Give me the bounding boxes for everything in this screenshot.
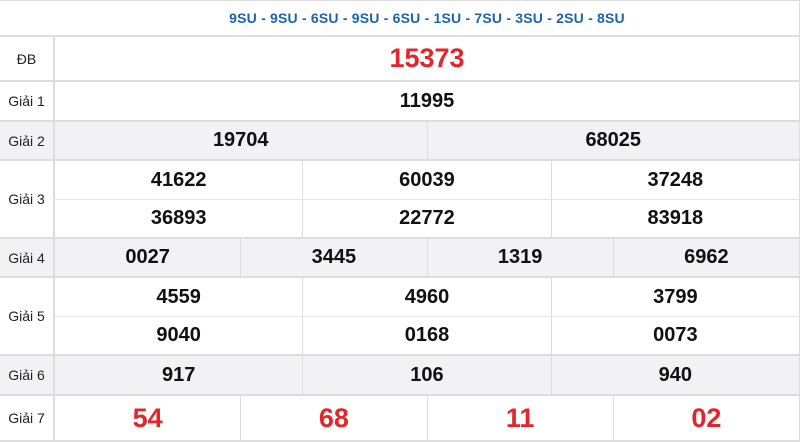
label-g7: Giải 7 — [0, 396, 55, 442]
prize-g5: 4960 — [303, 278, 551, 317]
prize-g5: 0168 — [303, 317, 551, 356]
prize-g4: 6962 — [614, 239, 800, 278]
province-codes: 9SU - 9SU - 6SU - 9SU - 6SU - 1SU - 7SU … — [55, 1, 800, 37]
prize-g2: 19704 — [55, 122, 428, 161]
corner-cell — [0, 1, 55, 37]
label-g6: Giải 6 — [0, 356, 55, 396]
prize-g4: 1319 — [428, 239, 614, 278]
prize-g5: 9040 — [55, 317, 303, 356]
label-g4: Giải 4 — [0, 239, 55, 278]
prize-g7: 54 — [55, 396, 241, 442]
prize-g6: 940 — [552, 356, 800, 396]
prize-g4: 3445 — [241, 239, 427, 278]
label-g5: Giải 5 — [0, 278, 55, 356]
special-prize: 15373 — [55, 37, 800, 82]
prize-g5: 4559 — [55, 278, 303, 317]
prize-g5: 0073 — [552, 317, 800, 356]
prize-g6: 917 — [55, 356, 303, 396]
label-g2: Giải 2 — [0, 122, 55, 161]
prize-g3: 60039 — [303, 161, 551, 200]
prize-g3: 83918 — [552, 200, 800, 239]
prize-g7: 02 — [614, 396, 800, 442]
prize-g4: 0027 — [55, 239, 241, 278]
prize-g7: 68 — [241, 396, 427, 442]
prize-g3: 41622 — [55, 161, 303, 200]
label-g1: Giải 1 — [0, 82, 55, 122]
prize-g3: 36893 — [55, 200, 303, 239]
prize-g1: 11995 — [55, 82, 800, 122]
prize-g2: 68025 — [428, 122, 800, 161]
prize-g6: 106 — [303, 356, 551, 396]
prize-g3: 37248 — [552, 161, 800, 200]
prize-g3: 22772 — [303, 200, 551, 239]
prize-g5: 3799 — [552, 278, 800, 317]
prize-g7: 11 — [428, 396, 614, 442]
label-special: ĐB — [0, 37, 55, 82]
label-g3: Giải 3 — [0, 161, 55, 239]
